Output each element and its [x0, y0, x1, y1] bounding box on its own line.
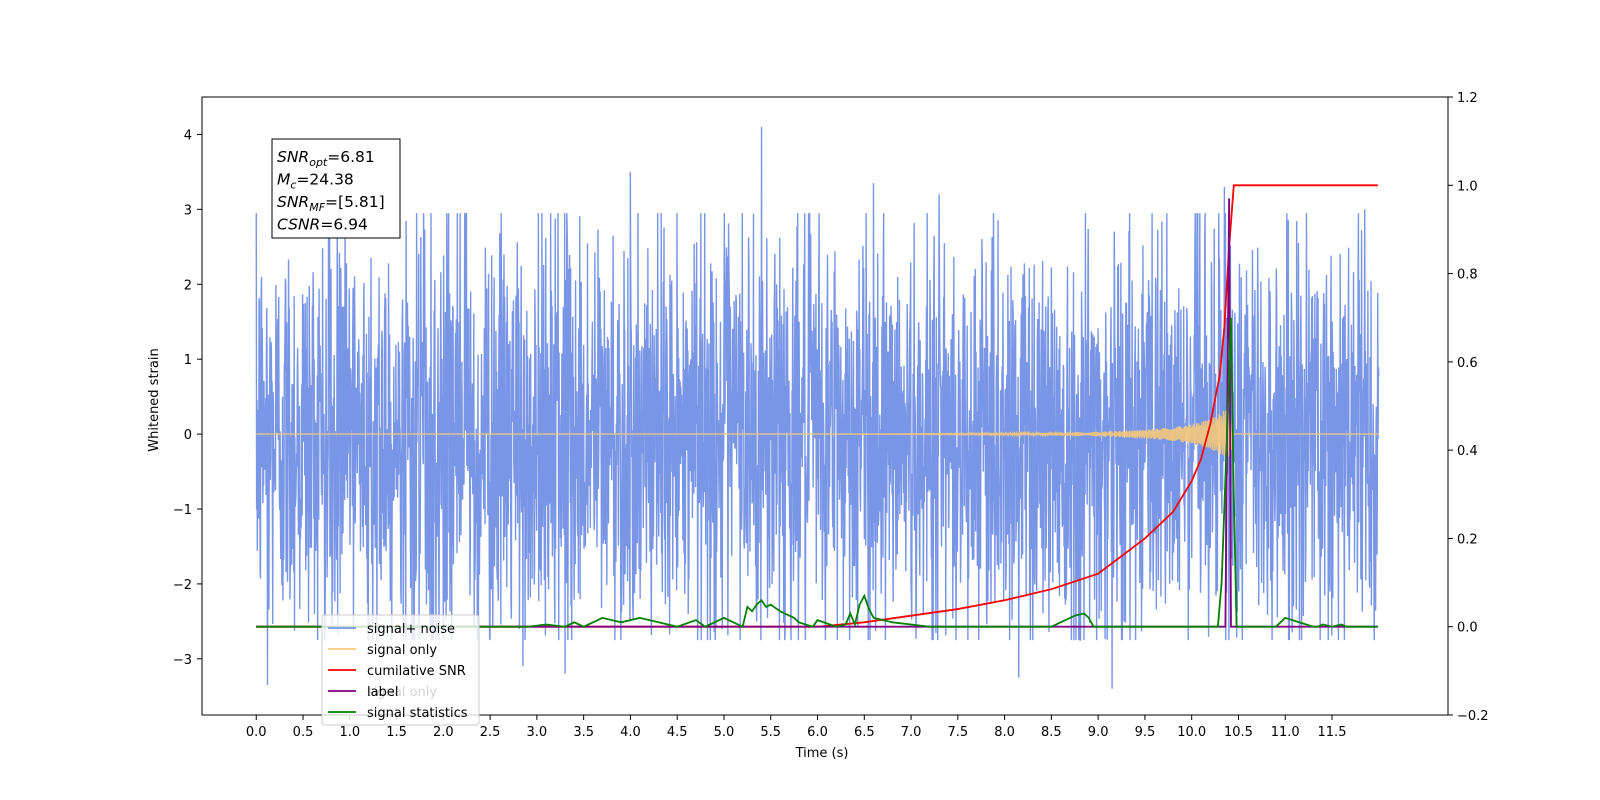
x-axis-label: Time (s) — [795, 746, 849, 761]
legend-frame — [321, 614, 480, 726]
x-tick-label: 4.0 — [620, 725, 641, 740]
series-line-label — [256, 198, 1378, 628]
y-left-tick-label: −1 — [173, 503, 192, 518]
y-right-tick-label: 0.4 — [1457, 444, 1478, 459]
legend-label: signal+ noise — [367, 622, 455, 637]
y-right-tick-label: 0.2 — [1457, 532, 1478, 547]
legend-label: label — [367, 685, 398, 700]
info-box-line: CSNR=6.94 — [277, 216, 368, 234]
y-axis-label-left: Whitened strain — [147, 348, 162, 451]
x-tick-label: 6.0 — [807, 725, 828, 740]
y-right-tick-label: −0.2 — [1457, 709, 1489, 724]
x-tick-label: 10.0 — [1177, 725, 1206, 740]
legend-overlap-text: signal only — [367, 685, 437, 700]
x-tick-label: 7.5 — [947, 725, 968, 740]
x-tick-label: 0.0 — [246, 725, 267, 740]
x-tick-label: 9.5 — [1135, 725, 1156, 740]
x-tick-label: 10.5 — [1224, 725, 1253, 740]
series-line-signal-plus-noise — [255, 126, 1380, 689]
x-tick-label: 5.0 — [714, 725, 735, 740]
axes-layer: 0.0 0.5 1.0 1.5 2.0 2.5 3.0 3.5 4.0 4.5 5.0 5.5 6.0 6… — [173, 91, 1489, 740]
x-tick-label: 2.0 — [433, 725, 454, 740]
x-tick-label: 9.0 — [1088, 725, 1109, 740]
x-tick-label: 8.0 — [994, 725, 1015, 740]
y-right-tick-label: 1.0 — [1457, 179, 1478, 194]
series-line-cumilative-snr — [256, 184, 1378, 628]
x-tick-label: 6.5 — [854, 725, 875, 740]
legend-label: signal only — [367, 643, 437, 658]
legend-label: cumilative SNR — [367, 664, 466, 679]
legend-label: signal statistics — [367, 706, 468, 721]
y-right-tick-label: 0.6 — [1457, 356, 1478, 371]
series-layer — [255, 126, 1380, 689]
x-tick-label: 11.0 — [1271, 725, 1300, 740]
x-tick-label: 1.0 — [339, 725, 360, 740]
x-tick-label: 8.5 — [1041, 725, 1062, 740]
x-tick-label: 1.5 — [386, 725, 407, 740]
x-tick-label: 5.5 — [760, 725, 781, 740]
x-tick-label: 0.5 — [293, 725, 314, 740]
series-line-signal-statistics — [256, 317, 1378, 628]
legend: signal only signal+ noise signal only cumil… — [321, 614, 480, 726]
y-left-tick-label: −2 — [173, 578, 192, 593]
y-left-tick-label: 1 — [184, 353, 192, 368]
x-tick-label: 11.5 — [1318, 725, 1347, 740]
y-right-tick-label: 1.2 — [1457, 91, 1478, 106]
y-left-tick-label: 0 — [184, 428, 192, 443]
info-box-frame — [271, 138, 401, 239]
y-left-tick-label: 2 — [184, 278, 192, 293]
y-right-tick-label: 0.8 — [1457, 268, 1478, 283]
y-left-tick-label: −3 — [173, 653, 192, 668]
info-box-line: SNRMF=[5.81] — [277, 193, 385, 214]
y-right-tick-label: 0.0 — [1457, 621, 1478, 636]
x-tick-label: 4.5 — [667, 725, 688, 740]
info-box-line: SNRopt=6.81 — [277, 148, 375, 169]
x-tick-label: 7.0 — [901, 725, 922, 740]
x-tick-label: 3.0 — [527, 725, 548, 740]
x-tick-label: 2.5 — [480, 725, 501, 740]
plot-frame — [201, 96, 1449, 716]
y-left-tick-label: 3 — [184, 203, 192, 218]
series-line-signal-only — [256, 410, 1379, 460]
y-left-tick-label: 4 — [184, 128, 192, 143]
info-box-line: Mc=24.38 — [277, 171, 354, 192]
x-tick-label: 3.5 — [573, 725, 594, 740]
